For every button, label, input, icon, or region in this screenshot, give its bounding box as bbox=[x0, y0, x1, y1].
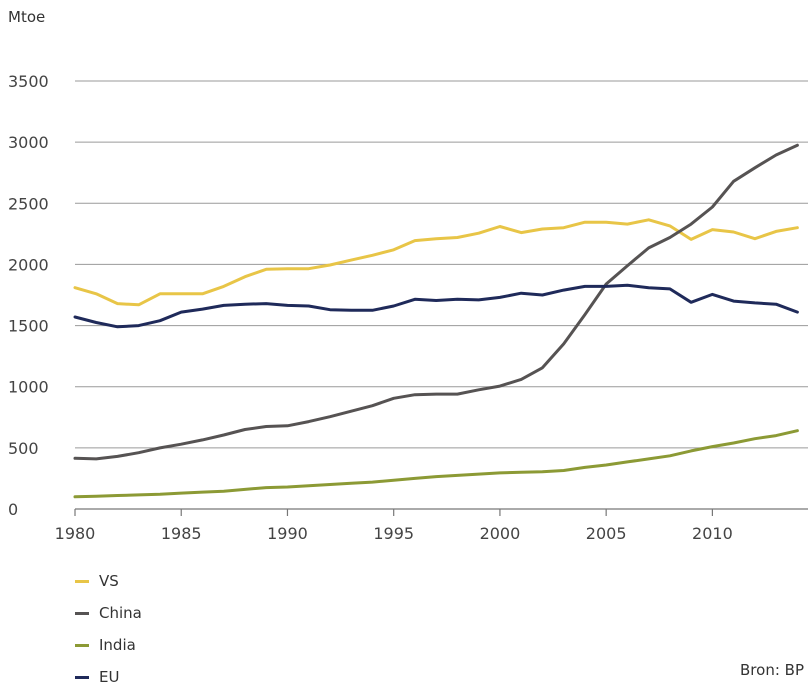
series-line-eu bbox=[73, 283, 799, 329]
y-tick-label-500: 500 bbox=[8, 439, 39, 458]
y-tick-label-2000: 2000 bbox=[8, 255, 49, 274]
x-tick-label-1995: 1995 bbox=[373, 524, 414, 543]
series-line-china bbox=[73, 143, 799, 461]
legend-item-india: India bbox=[75, 629, 142, 661]
legend-swatch bbox=[75, 675, 89, 679]
legend-swatch bbox=[75, 643, 89, 647]
legend-label: VS bbox=[99, 572, 119, 590]
legend-label: India bbox=[99, 636, 136, 654]
y-tick-label-0: 0 bbox=[8, 500, 18, 519]
x-tick-label-2005: 2005 bbox=[586, 524, 627, 543]
series-line-vs bbox=[73, 218, 799, 307]
y-axis-unit-label: Mtoe bbox=[8, 8, 46, 26]
x-tick-label-2010: 2010 bbox=[692, 524, 733, 543]
x-tick-label-1985: 1985 bbox=[161, 524, 202, 543]
legend-item-vs: VS bbox=[75, 565, 142, 597]
chart-legend: VS China India EU bbox=[75, 565, 142, 693]
y-tick-label-3500: 3500 bbox=[8, 72, 49, 91]
x-tick-label-1980: 1980 bbox=[55, 524, 96, 543]
legend-label: EU bbox=[99, 668, 120, 686]
y-tick-label-3000: 3000 bbox=[8, 133, 49, 152]
line-chart: 0 500 1000 1500 2000 2500 3000 3500 1980 1985 1990… bbox=[8, 72, 808, 543]
legend-label: China bbox=[99, 604, 142, 622]
legend-swatch bbox=[75, 579, 89, 583]
source-note: Bron: BP bbox=[740, 661, 804, 679]
legend-item-china: China bbox=[75, 597, 142, 629]
y-tick-label-2500: 2500 bbox=[8, 194, 49, 213]
legend-swatch bbox=[75, 611, 89, 615]
y-tick-label-1000: 1000 bbox=[8, 378, 49, 397]
series-line-india bbox=[73, 429, 799, 499]
x-tick-label-2000: 2000 bbox=[480, 524, 521, 543]
legend-item-eu: EU bbox=[75, 661, 142, 693]
y-tick-label-1500: 1500 bbox=[8, 317, 49, 336]
x-tick-label-1990: 1990 bbox=[267, 524, 308, 543]
